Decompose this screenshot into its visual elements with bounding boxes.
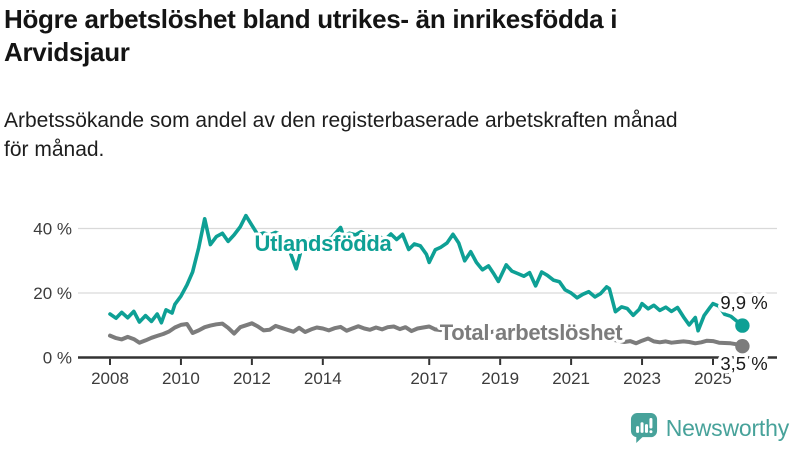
x-tick-label: 2017 [410, 369, 448, 388]
series-end-dot-utlandsfodda [735, 318, 750, 333]
y-tick-label: 20 % [33, 284, 72, 303]
x-tick-label: 2008 [91, 369, 129, 388]
y-tick-label: 40 % [33, 220, 72, 239]
newsworthy-wordmark: Newsworthy [665, 414, 789, 441]
x-tick-label: 2012 [233, 369, 271, 388]
x-tick-label: 2019 [481, 369, 519, 388]
title-line-1: Högre arbetslöshet bland utrikes- än inr… [4, 4, 618, 34]
x-tick-label: 2021 [552, 369, 590, 388]
newsworthy-logo: Newsworthy [630, 412, 789, 444]
subtitle-line-1: Arbetssökande som andel av den registerb… [4, 109, 678, 132]
y-tick-label: 0 % [43, 349, 72, 368]
page-title: Högre arbetslöshet bland utrikes- än inr… [4, 3, 617, 69]
x-tick-label: 2023 [623, 369, 661, 388]
series-label-utlandsfodda: Utlandsfödda [255, 231, 393, 256]
series-label-total-arbetsloshet: Total arbetslöshet [440, 320, 623, 345]
subtitle-line-2: för månad. [4, 138, 105, 161]
end-value-label-utlandsfodda: 9,9 % [720, 292, 767, 313]
series-line-utlandsfodda [108, 213, 745, 333]
newsworthy-chart-bubble-icon [630, 413, 657, 443]
series-line-total-arbetsloshet [108, 321, 745, 349]
x-tick-label: 2014 [304, 369, 342, 388]
title-line-2: Arvidsjaur [4, 37, 130, 67]
chart-subtitle: Arbetssökande som andel av den registerb… [4, 106, 678, 164]
series-end-dot-total-arbetsloshet [735, 339, 750, 354]
x-tick-label: 2025 [694, 369, 732, 388]
x-tick-label: 2010 [162, 369, 200, 388]
end-value-label-total-arbetsloshet: 3,5 % [720, 353, 767, 374]
